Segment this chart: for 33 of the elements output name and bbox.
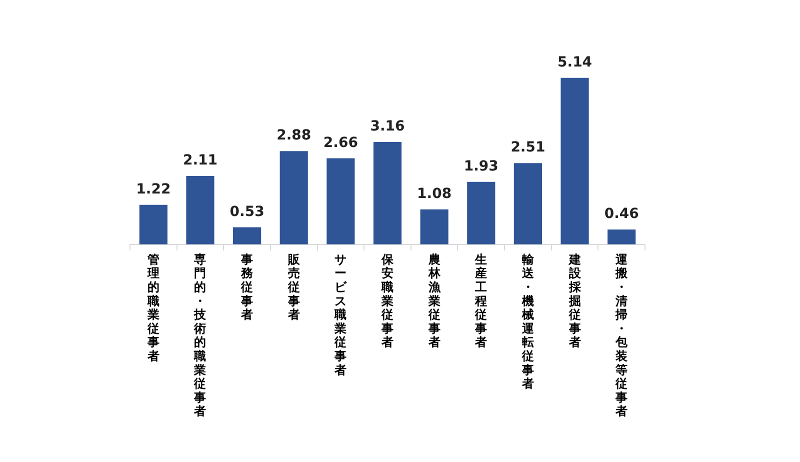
bar — [233, 227, 262, 244]
data-label: 0.53 — [230, 204, 264, 220]
x-tick-label: 建設採掘従事者 — [568, 252, 582, 350]
bar — [373, 142, 402, 244]
data-label: 5.14 — [558, 54, 592, 71]
bar — [139, 204, 168, 244]
bar — [420, 209, 448, 244]
x-tick-label: 生産工程従事者 — [474, 252, 488, 350]
bar — [560, 78, 589, 244]
x-tick-label: 保安職業従事者 — [380, 252, 394, 350]
data-label: 1.08 — [417, 186, 452, 202]
data-label: 1.93 — [464, 158, 498, 175]
x-tick-label: 管理的職業従事者 — [146, 252, 160, 364]
category-label: 専門的・技術的職業従事者 — [194, 252, 206, 418]
data-label: 0.46 — [604, 206, 639, 222]
bar — [186, 176, 214, 244]
x-tick-label: 事務従事者 — [240, 252, 254, 322]
bar — [608, 229, 636, 244]
data-label: 2.11 — [182, 152, 218, 169]
bar — [326, 158, 355, 244]
x-tick-label: 販売従事者 — [286, 252, 301, 322]
data-label: 1.22 — [136, 182, 171, 198]
bar — [280, 151, 308, 244]
data-label: 3.16 — [370, 118, 405, 135]
category-label: サービス職業従事者 — [334, 252, 347, 377]
data-label: 2.88 — [276, 128, 312, 144]
category-label: 運搬・清掃・包装等従事者 — [616, 252, 628, 418]
x-tick-label: 農林漁業従事者 — [427, 252, 442, 350]
data-label: 2.51 — [510, 140, 546, 156]
bar — [467, 182, 496, 244]
bar — [514, 163, 542, 244]
category-label: 輸送・機械運転従事者 — [522, 252, 534, 391]
data-label: 2.66 — [323, 134, 358, 151]
